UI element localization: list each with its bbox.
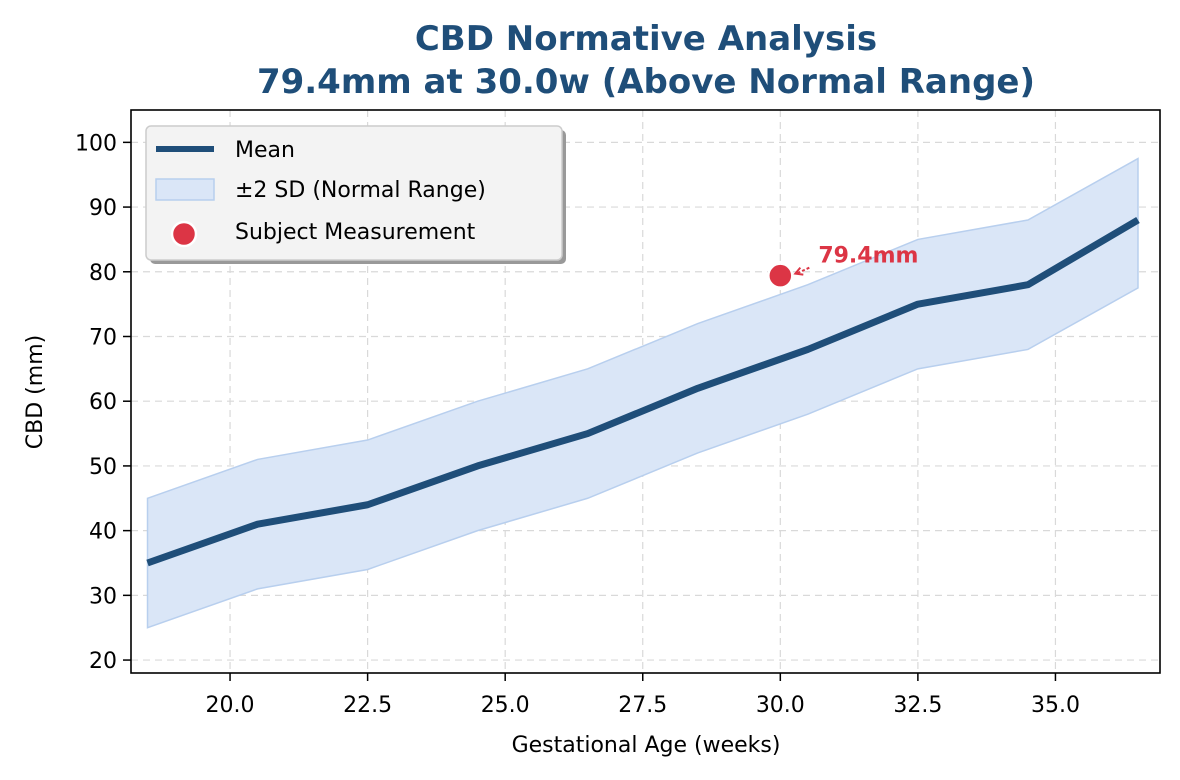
normal-range-band-layer bbox=[146, 157, 1139, 629]
subject-annotation-arrowhead bbox=[793, 267, 804, 276]
y-tick-label: 70 bbox=[89, 325, 117, 350]
y-axis-label: CBD (mm) bbox=[23, 335, 48, 449]
x-tick-label: 30.0 bbox=[756, 693, 805, 718]
legend-mean-label: Mean bbox=[235, 138, 295, 163]
y-tick-label: 90 bbox=[89, 196, 117, 221]
x-tick-label: 20.0 bbox=[206, 693, 255, 718]
x-axis-label: Gestational Age (weeks) bbox=[512, 733, 781, 758]
y-tick-label: 40 bbox=[89, 520, 117, 545]
subject-annotation-arrow bbox=[795, 266, 810, 275]
mean-line bbox=[146, 216, 1140, 567]
normal-range-band bbox=[146, 157, 1139, 629]
y-tick-label: 100 bbox=[75, 131, 117, 156]
x-tick-label: 22.5 bbox=[343, 693, 392, 718]
x-tick-label: 27.5 bbox=[618, 693, 667, 718]
legend: Mean ±2 SD (Normal Range) Subject Measur… bbox=[145, 125, 566, 264]
plot-frame bbox=[130, 109, 1161, 674]
chart-title-line2: 79.4mm at 30.0w (Above Normal Range) bbox=[257, 62, 1035, 102]
y-tick-label: 20 bbox=[89, 649, 117, 674]
subject-annotation-label: 79.4mm bbox=[818, 244, 918, 269]
mean-line-layer bbox=[146, 216, 1140, 567]
chart-title-line1: CBD Normative Analysis bbox=[415, 19, 877, 59]
legend-subject-swatch bbox=[170, 220, 198, 248]
subject-point bbox=[767, 262, 794, 289]
x-axis-ticks: 20.0 22.5 25.0 27.5 30.0 32.5 35.0 bbox=[206, 673, 1080, 718]
y-tick-label: 80 bbox=[89, 261, 117, 286]
subject-layer: 79.4mm bbox=[767, 244, 918, 289]
y-axis-ticks: 20 30 40 50 60 70 80 90 100 bbox=[75, 131, 131, 674]
legend-box bbox=[145, 125, 563, 261]
y-tick-label: 50 bbox=[89, 455, 117, 480]
x-tick-label: 32.5 bbox=[893, 693, 942, 718]
legend-band-swatch bbox=[155, 178, 215, 201]
x-tick-label: 25.0 bbox=[481, 693, 530, 718]
legend-band-label: ±2 SD (Normal Range) bbox=[235, 178, 486, 203]
x-tick-label: 35.0 bbox=[1031, 693, 1080, 718]
y-tick-label: 60 bbox=[89, 390, 117, 415]
y-tick-label: 30 bbox=[89, 584, 117, 609]
legend-subject-label: Subject Measurement bbox=[235, 220, 476, 245]
